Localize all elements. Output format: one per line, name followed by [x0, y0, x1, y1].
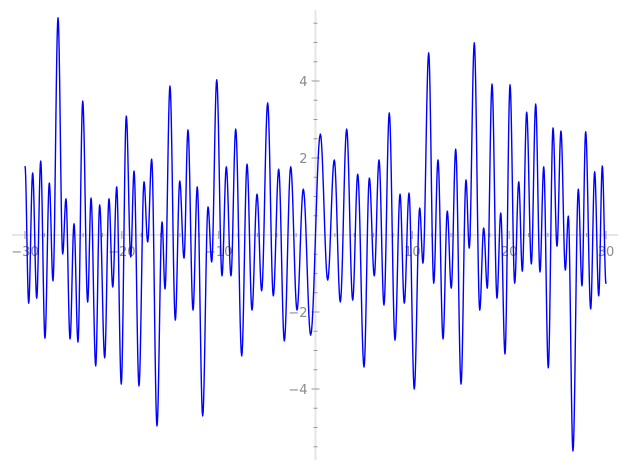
- x-tick-label: 10: [404, 245, 421, 260]
- x-tick-label: −30: [11, 245, 38, 260]
- y-tick-label: −2: [288, 306, 307, 321]
- y-tick-label: −4: [288, 383, 307, 398]
- series-line: [24, 17, 607, 452]
- y-tick-label: 2: [299, 152, 307, 167]
- x-tick-label: −10: [205, 245, 232, 260]
- x-tick-label: 30: [598, 245, 615, 260]
- y-tick-label: 4: [299, 75, 307, 90]
- x-tick-label: 20: [501, 245, 518, 260]
